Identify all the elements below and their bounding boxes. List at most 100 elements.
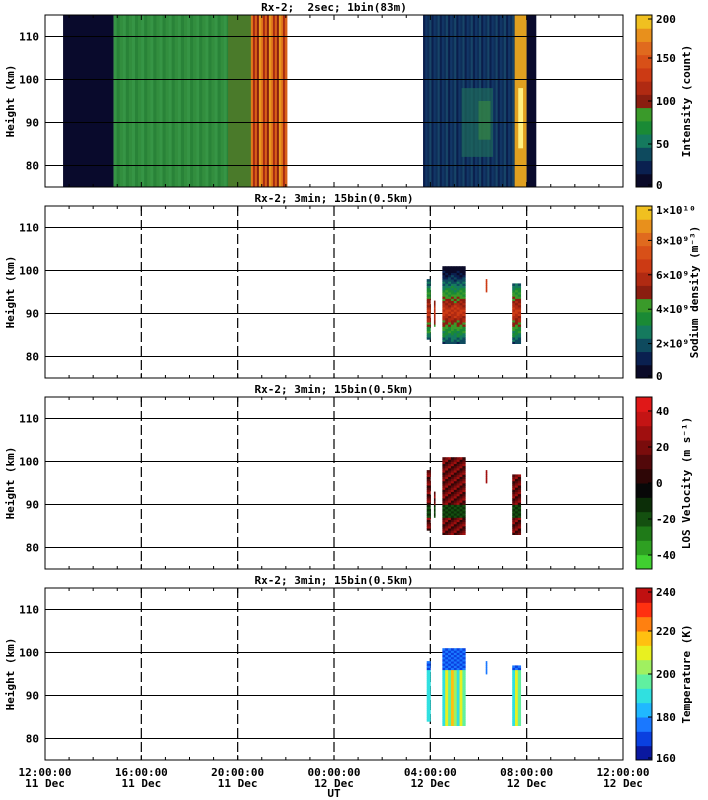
data-cell: [462, 721, 466, 724]
data-cell: [456, 311, 460, 314]
data-cell: [456, 523, 460, 527]
intensity-stripe: [258, 15, 262, 187]
data-cell: [450, 272, 455, 276]
data-cell: [462, 663, 466, 666]
data-cell: [453, 332, 458, 336]
data-cell: [517, 285, 522, 289]
intensity-band-dark-1: [63, 15, 114, 187]
data-cell: [459, 339, 463, 342]
data-cell: [448, 476, 452, 480]
data-cell: [450, 676, 455, 679]
data-cell: [456, 684, 460, 688]
data-cell: [442, 478, 446, 482]
data-cell: [517, 678, 522, 681]
data-cell: [448, 489, 452, 492]
data-cell: [512, 519, 516, 523]
data-cell: [448, 459, 452, 462]
data-cell: [450, 667, 455, 671]
x-tick-time: 16:00:00: [115, 766, 168, 779]
intensity-stripe: [214, 15, 218, 187]
data-cell: [456, 457, 460, 460]
data-cell: [453, 498, 458, 501]
data-cell: [512, 292, 516, 295]
data-cell: [453, 485, 458, 488]
data-cell: [456, 328, 460, 332]
data-cell: [512, 300, 516, 304]
data-cell: [512, 521, 516, 525]
colorbar-swatch: [636, 94, 652, 109]
data-cell: [450, 684, 455, 688]
data-cell: [450, 319, 455, 323]
data-cell: [453, 674, 458, 677]
data-cell: [485, 470, 488, 473]
data-cell: [445, 317, 449, 321]
data-cell: [442, 311, 446, 314]
data-cell: [462, 474, 466, 477]
data-cell: [517, 708, 522, 711]
data-cell: [426, 528, 431, 531]
colorbar-swatch: [636, 173, 652, 188]
data-cell: [459, 519, 463, 523]
data-cell: [442, 285, 446, 289]
data-cell: [448, 487, 452, 490]
data-cell: [512, 324, 516, 327]
data-cell: [517, 719, 522, 722]
data-cell: [453, 341, 458, 344]
colorbar-swatch: [636, 107, 652, 122]
intensity-stripe: [503, 15, 507, 187]
data-cell: [445, 268, 449, 271]
data-cell: [515, 693, 519, 696]
data-cell: [450, 322, 455, 325]
panel-4-axes: 80 90 100 110: [19, 587, 624, 761]
data-cell: [450, 289, 455, 293]
data-cell: [459, 686, 463, 690]
data-cell: [426, 307, 431, 310]
data-cell: [445, 328, 449, 332]
data-cell: [456, 491, 460, 495]
data-cell: [448, 684, 452, 688]
data-cell: [515, 495, 519, 499]
intensity-stripe: [512, 15, 516, 187]
data-cell: [448, 717, 452, 720]
data-cell: [462, 491, 466, 495]
data-cell: [448, 719, 452, 722]
data-cell: [450, 266, 455, 269]
data-cell: [448, 283, 452, 286]
data-cell: [485, 669, 488, 673]
data-cell: [459, 493, 463, 497]
data-cell: [453, 467, 458, 471]
data-cell: [462, 287, 466, 291]
colorbar-swatch: [636, 134, 652, 148]
data-cell: [433, 304, 436, 308]
data-cell: [512, 691, 516, 694]
data-cell: [515, 708, 519, 711]
data-cell: [442, 270, 446, 274]
data-cell: [456, 648, 460, 651]
data-cell: [453, 502, 458, 505]
data-cell: [512, 719, 516, 722]
data-cell: [517, 526, 522, 529]
data-cell: [442, 341, 446, 344]
data-cell: [456, 701, 460, 705]
data-cell: [462, 674, 466, 677]
data-cell: [456, 528, 460, 531]
data-cell: [515, 302, 519, 306]
data-cell: [459, 699, 463, 703]
x-tick-date: 12 Dec: [314, 777, 354, 790]
data-cell: [462, 339, 466, 342]
data-cell: [448, 326, 452, 329]
data-cell: [459, 508, 463, 512]
data-cell: [462, 712, 466, 716]
data-cell: [442, 317, 446, 321]
data-cell: [515, 489, 519, 492]
colorbar-tick-label: 160: [656, 752, 676, 765]
data-cell: [459, 335, 463, 338]
data-cell: [433, 491, 436, 495]
data-cell: [450, 500, 455, 503]
data-cell: [450, 457, 455, 460]
data-cell: [450, 697, 455, 701]
data-cell: [462, 315, 466, 319]
data-cell: [515, 697, 519, 701]
data-cell: [448, 712, 452, 716]
